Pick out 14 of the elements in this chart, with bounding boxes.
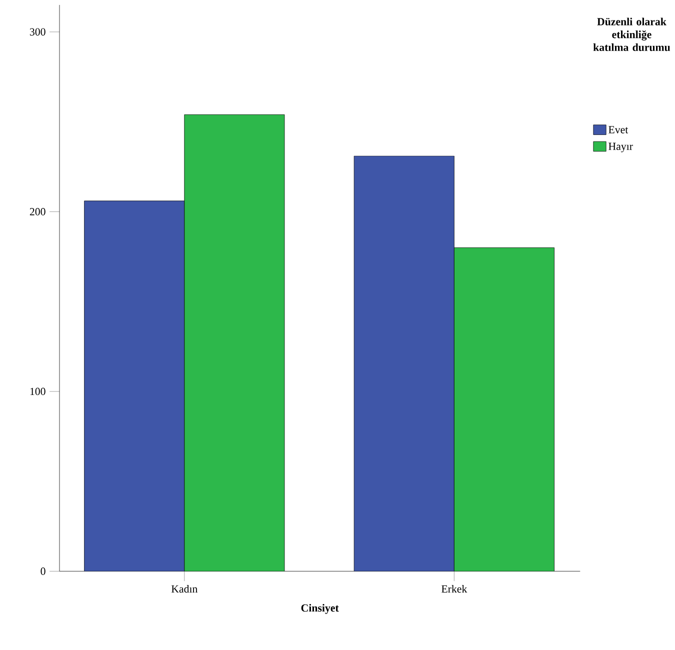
y-tick-label: 0 <box>40 568 46 576</box>
x-axis-title: Cinsiyet <box>301 604 339 614</box>
bar <box>354 156 454 572</box>
bar <box>84 201 184 572</box>
bar <box>454 248 554 572</box>
x-tick-label: Erkek <box>442 585 468 593</box>
legend-label: Hayır <box>608 143 633 152</box>
bar <box>184 114 284 572</box>
x-tick-label: Kadın <box>171 585 198 593</box>
y-tick-label: 200 <box>30 208 46 216</box>
y-tick-label: 100 <box>30 388 46 396</box>
legend-label: Evet <box>608 126 628 134</box>
legend-title: Düzenli olarak etkinliğe katılma durumu <box>593 18 670 52</box>
y-tick-label: 300 <box>30 28 46 36</box>
